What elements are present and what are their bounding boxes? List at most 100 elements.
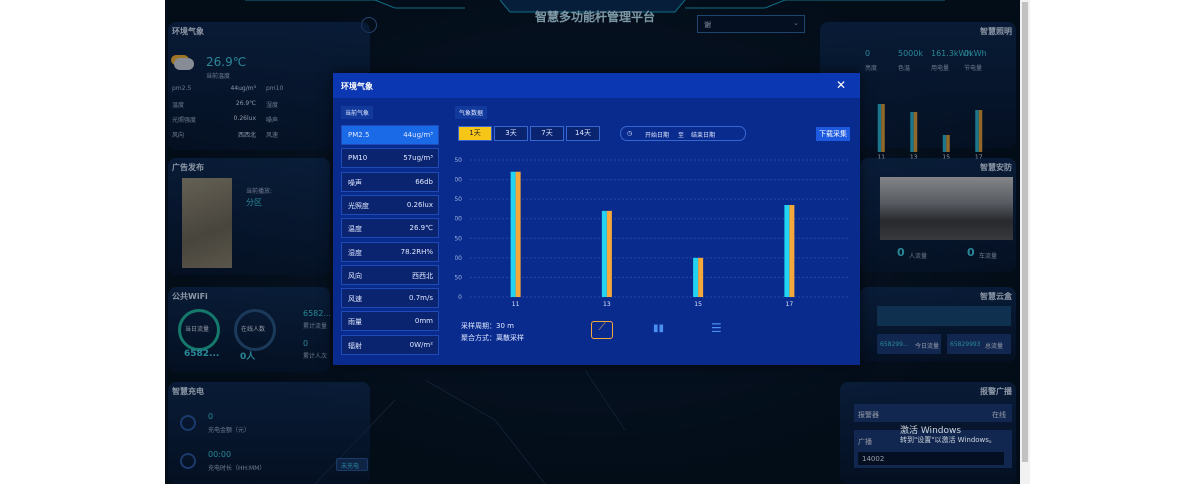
- item-name: 风速: [348, 295, 362, 304]
- item-value: 0.26lux: [406, 200, 433, 209]
- stat-label: 用电量: [931, 65, 950, 72]
- charge-label: 充电时长（HH:MM）: [208, 465, 266, 472]
- x-tick-label: 15: [942, 154, 950, 161]
- panel-title: 智慧照明: [980, 27, 1012, 36]
- item-name: PM10: [348, 154, 368, 163]
- ring-label: 在线人数: [241, 326, 266, 333]
- bar: [698, 257, 704, 297]
- weather-item[interactable]: 温度 26.9℃: [341, 218, 439, 239]
- ring-value: 0人: [240, 352, 256, 362]
- x-tick-label: 17: [975, 154, 983, 161]
- range-tab[interactable]: 14天: [566, 126, 600, 141]
- charge-value: 0: [208, 412, 214, 421]
- y-tick-label: 300: [455, 177, 462, 184]
- weather-item[interactable]: 光照度 0.26lux: [341, 194, 439, 215]
- weather-item[interactable]: 辐射 0W/m²: [341, 334, 439, 355]
- weather-item[interactable]: 湿度 78.2RH%: [341, 241, 439, 262]
- y-tick-label: 100: [455, 255, 462, 262]
- weather-item[interactable]: 风向 西西北: [341, 264, 439, 285]
- count-label: 车流量: [979, 253, 998, 260]
- weather-item[interactable]: 雨量 0mm: [341, 311, 439, 332]
- section: 广播: [858, 438, 872, 446]
- env-label: pm2.5: [172, 85, 192, 92]
- select-value: 谢: [704, 21, 711, 29]
- env-value: 44ug/m³: [230, 85, 256, 92]
- total-value: 0: [303, 339, 309, 348]
- weather-item[interactable]: PM2.5 44ug/m³: [341, 125, 439, 145]
- panel-title: 智慧充电: [172, 387, 204, 396]
- item-value: 44ug/m³: [403, 131, 433, 139]
- scroll-thumb[interactable]: [1022, 2, 1028, 462]
- line-chart-icon[interactable]: ⟋: [591, 321, 613, 339]
- bar: [913, 112, 918, 152]
- watermark-text: 转到"设置"以激活 Windows。: [900, 436, 996, 444]
- download-button[interactable]: 下载采集: [816, 127, 850, 141]
- bar: [601, 210, 607, 297]
- bar: [910, 112, 914, 152]
- stat-value: 0kWh: [964, 49, 987, 58]
- watermark-title: 激活 Windows: [900, 426, 962, 436]
- weather-item[interactable]: 风速 0.7m/s: [341, 288, 439, 309]
- env-label: 风向: [172, 132, 185, 139]
- wifi-panel: 公共WiFi 当日流量 6582... 在线人数 0人 6582... 累计流量 0 累计人次: [168, 287, 331, 372]
- panel-title: 广告发布: [172, 163, 204, 172]
- item-value: 0mm: [414, 317, 433, 326]
- stat-label: 色温: [898, 65, 911, 72]
- total-label: 累计人次: [303, 353, 328, 360]
- range-tab[interactable]: 1天: [458, 126, 492, 141]
- range-tab[interactable]: 3天: [494, 126, 528, 141]
- lighting-chart: 11 13 15 17: [877, 104, 983, 161]
- bar: [946, 135, 950, 152]
- y-tick-label: 350: [455, 157, 462, 164]
- code: 14002: [862, 455, 885, 463]
- weather-item[interactable]: 噪声 66db: [341, 171, 439, 192]
- start-date: 开始日期: [645, 132, 670, 139]
- item-name: 雨量: [348, 318, 362, 327]
- scrollbar[interactable]: [1020, 0, 1030, 484]
- range-tab[interactable]: 7天: [530, 126, 564, 141]
- y-tick-label: 150: [455, 235, 462, 242]
- charging-panel: 智慧充电 0 充电金额（元） 00:00 充电时长（HH:MM） 未充电: [168, 382, 370, 484]
- bar: [606, 210, 612, 297]
- status-button[interactable]: 未充电: [336, 458, 368, 471]
- cloud-label: 总流量: [985, 343, 1004, 350]
- header-select[interactable]: 谢 ⌄: [697, 15, 805, 33]
- current-label: 当前气象: [341, 106, 374, 119]
- temperature-label: 当前温度: [206, 73, 231, 80]
- select-arrow: ⌄: [793, 19, 799, 27]
- list-icon[interactable]: ☰: [711, 321, 722, 335]
- broadcast-panel: 报警广播 报警器 在线 广播 14002: [840, 382, 1016, 484]
- date-range[interactable]: ◷ 开始日期 至 结束日期: [620, 126, 746, 141]
- x-tick-label: 17: [786, 301, 794, 308]
- item-name: 温度: [348, 225, 362, 234]
- cloud-device: [877, 306, 1011, 326]
- weather-item[interactable]: PM10 57ug/m³: [341, 148, 439, 169]
- code-box[interactable]: [858, 452, 1004, 465]
- close-button[interactable]: ✕: [836, 78, 847, 92]
- charge-icon: [180, 415, 196, 431]
- total-value: 6582...: [303, 309, 331, 318]
- env-label: 风速: [266, 132, 279, 139]
- bar: [881, 104, 885, 152]
- bar: [693, 257, 699, 297]
- data-label: 气象数据: [455, 106, 488, 119]
- bar: [975, 110, 979, 152]
- y-tick-label: 50: [455, 274, 462, 281]
- bar: [515, 171, 521, 297]
- end-date: 结束日期: [691, 132, 716, 139]
- count-value: 0: [967, 246, 975, 259]
- bar: [877, 104, 882, 152]
- security-panel: 智慧安防 0 人流量 0 车流量: [860, 158, 1016, 272]
- x-tick-label: 13: [910, 154, 918, 161]
- bar: [784, 205, 790, 297]
- bar: [789, 205, 795, 297]
- weather-icon: [174, 58, 194, 70]
- item-value: 西西北: [412, 271, 433, 280]
- x-tick-label: 13: [603, 301, 611, 308]
- bar-chart-icon[interactable]: ▮▮: [653, 323, 665, 334]
- clock-icon: ◷: [627, 130, 633, 137]
- cloud-box: [877, 334, 941, 354]
- weather-chart: 0 50 100 150 200 250 300 350 11 13 15 17: [455, 157, 850, 308]
- stat-value: 161.3kWh: [931, 49, 972, 58]
